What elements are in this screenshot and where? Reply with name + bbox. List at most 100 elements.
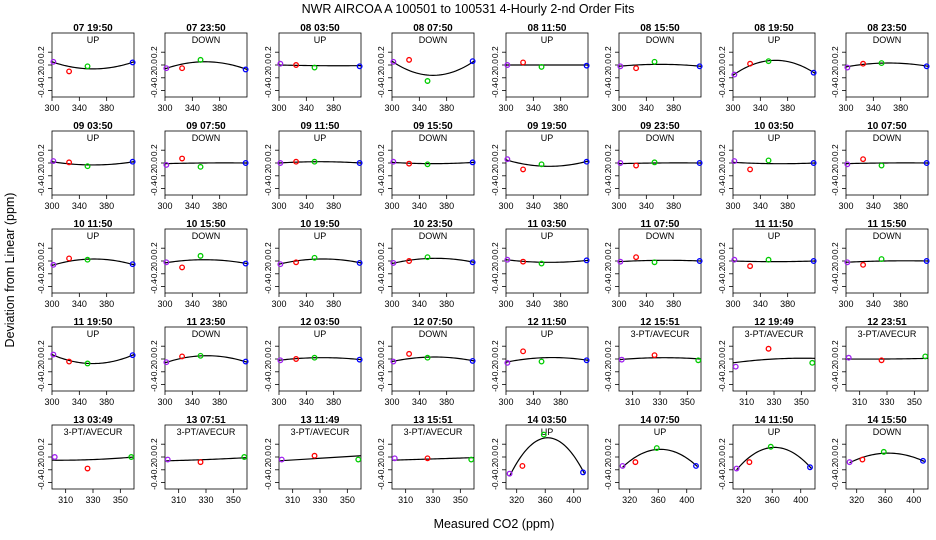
- y-tick-label: -0.2: [376, 266, 386, 281]
- x-tick-label: 340: [185, 397, 200, 407]
- y-tick-label: 0.2: [376, 438, 386, 450]
- data-point: [293, 356, 300, 362]
- panel: 12 23:513-PT/AVECUR 0.20.0-0.2-0.4 310 330 3…: [830, 317, 929, 407]
- fit-curve: [164, 355, 248, 364]
- y-tick-label: -0.4: [490, 83, 500, 98]
- data-point: [311, 354, 318, 361]
- y-tick-label: -0.2: [36, 168, 46, 183]
- data-point: [765, 256, 772, 263]
- panel-mode: 3-PT/AVECUR: [745, 329, 804, 339]
- x-tick-label: 310: [398, 495, 413, 505]
- panel-title: 08 15:50: [640, 23, 680, 34]
- y-tick-label: -0.2: [36, 266, 46, 281]
- y-tick-label: -0.2: [830, 70, 840, 85]
- y-tick-label: 0.0: [36, 157, 46, 169]
- fit-curve: [51, 61, 135, 70]
- x-tick-label: 380: [326, 103, 341, 113]
- x-tick-label: 380: [439, 397, 454, 407]
- y-tick-label: 0.0: [830, 59, 840, 71]
- panel-title: 12 03:50: [300, 317, 340, 328]
- x-tick-label: 340: [639, 103, 654, 113]
- data-point: [84, 256, 91, 263]
- data-point: [50, 261, 57, 268]
- y-tick-label: -0.4: [36, 279, 46, 294]
- data-point: [651, 259, 658, 266]
- x-tick-label: 340: [72, 299, 87, 309]
- panel-title: 10 19:50: [300, 219, 340, 230]
- y-tick-label: 0.0: [149, 451, 159, 463]
- y-tick-label: -0.4: [149, 475, 159, 490]
- data-point: [633, 254, 640, 261]
- y-tick-label: -0.4: [376, 279, 386, 294]
- data-point: [390, 58, 397, 65]
- x-tick-label: 380: [666, 103, 681, 113]
- x-tick-label: 350: [113, 495, 128, 505]
- data-point: [653, 445, 660, 451]
- y-tick-label: 0.0: [603, 353, 613, 365]
- y-tick-label: 0.0: [490, 353, 500, 365]
- data-point: [84, 63, 91, 70]
- x-tick-label: 380: [212, 103, 227, 113]
- x-tick-label: 340: [412, 397, 427, 407]
- panel-title: 10 07:50: [867, 121, 907, 132]
- y-tick-label: -0.4: [376, 377, 386, 392]
- x-tick-label: 350: [907, 397, 922, 407]
- data-point: [197, 163, 204, 170]
- x-tick-label: 300: [384, 299, 399, 309]
- data-point: [504, 256, 511, 263]
- data-point: [765, 345, 772, 352]
- data-point: [311, 158, 318, 165]
- data-point: [390, 158, 397, 165]
- panel-mode: UP: [768, 133, 781, 143]
- y-tick-label: 0.0: [490, 157, 500, 169]
- y-tick-label: -0.2: [490, 70, 500, 85]
- y-tick-label: -0.4: [603, 279, 613, 294]
- y-tick-label: -0.4: [717, 279, 727, 294]
- x-tick-label: 300: [611, 299, 626, 309]
- x-tick-label: 340: [639, 201, 654, 211]
- x-tick-label: 340: [753, 103, 768, 113]
- x-tick-label: 360: [765, 495, 780, 505]
- y-tick-label: 0.0: [36, 59, 46, 71]
- y-tick-label: 0.2: [36, 438, 46, 450]
- y-tick-label: 0.2: [36, 242, 46, 254]
- x-tick-label: 340: [526, 201, 541, 211]
- fit-curve: [51, 353, 135, 365]
- y-tick-label: -0.4: [263, 83, 273, 98]
- y-tick-label: 0.0: [149, 157, 159, 169]
- panel-title: 11 11:50: [755, 219, 794, 230]
- y-tick-label: -0.2: [603, 364, 613, 379]
- fit-curve: [845, 162, 929, 165]
- y-tick-label: -0.2: [149, 462, 159, 477]
- panel-mode: DOWN: [646, 231, 675, 241]
- y-tick-label: 0.0: [376, 59, 386, 71]
- y-tick-label: -0.4: [603, 181, 613, 196]
- data-point: [179, 353, 186, 360]
- x-tick-label: 340: [185, 103, 200, 113]
- x-tick-label: 310: [58, 495, 73, 505]
- y-tick-label: 0.2: [263, 46, 273, 58]
- fit-curve: [505, 356, 589, 363]
- panel-mode: DOWN: [192, 35, 221, 45]
- x-tick-label: 340: [299, 299, 314, 309]
- y-tick-label: 0.0: [263, 157, 273, 169]
- data-point: [242, 358, 249, 365]
- y-axis-label: Deviation from Linear (ppm): [3, 193, 17, 348]
- y-tick-label: 0.0: [490, 451, 500, 463]
- y-tick-label: -0.2: [36, 364, 46, 379]
- x-tick-label: 400: [793, 495, 808, 505]
- data-point: [746, 459, 753, 466]
- panel-mode: 3-PT/AVECUR: [291, 427, 350, 437]
- fit-curve: [278, 258, 362, 265]
- panel-mode: DOWN: [419, 133, 448, 143]
- y-tick-label: 0.0: [603, 157, 613, 169]
- y-tick-label: -0.2: [717, 364, 727, 379]
- y-tick-label: 0.2: [603, 46, 613, 58]
- y-tick-label: 0.0: [376, 451, 386, 463]
- data-point: [277, 357, 284, 364]
